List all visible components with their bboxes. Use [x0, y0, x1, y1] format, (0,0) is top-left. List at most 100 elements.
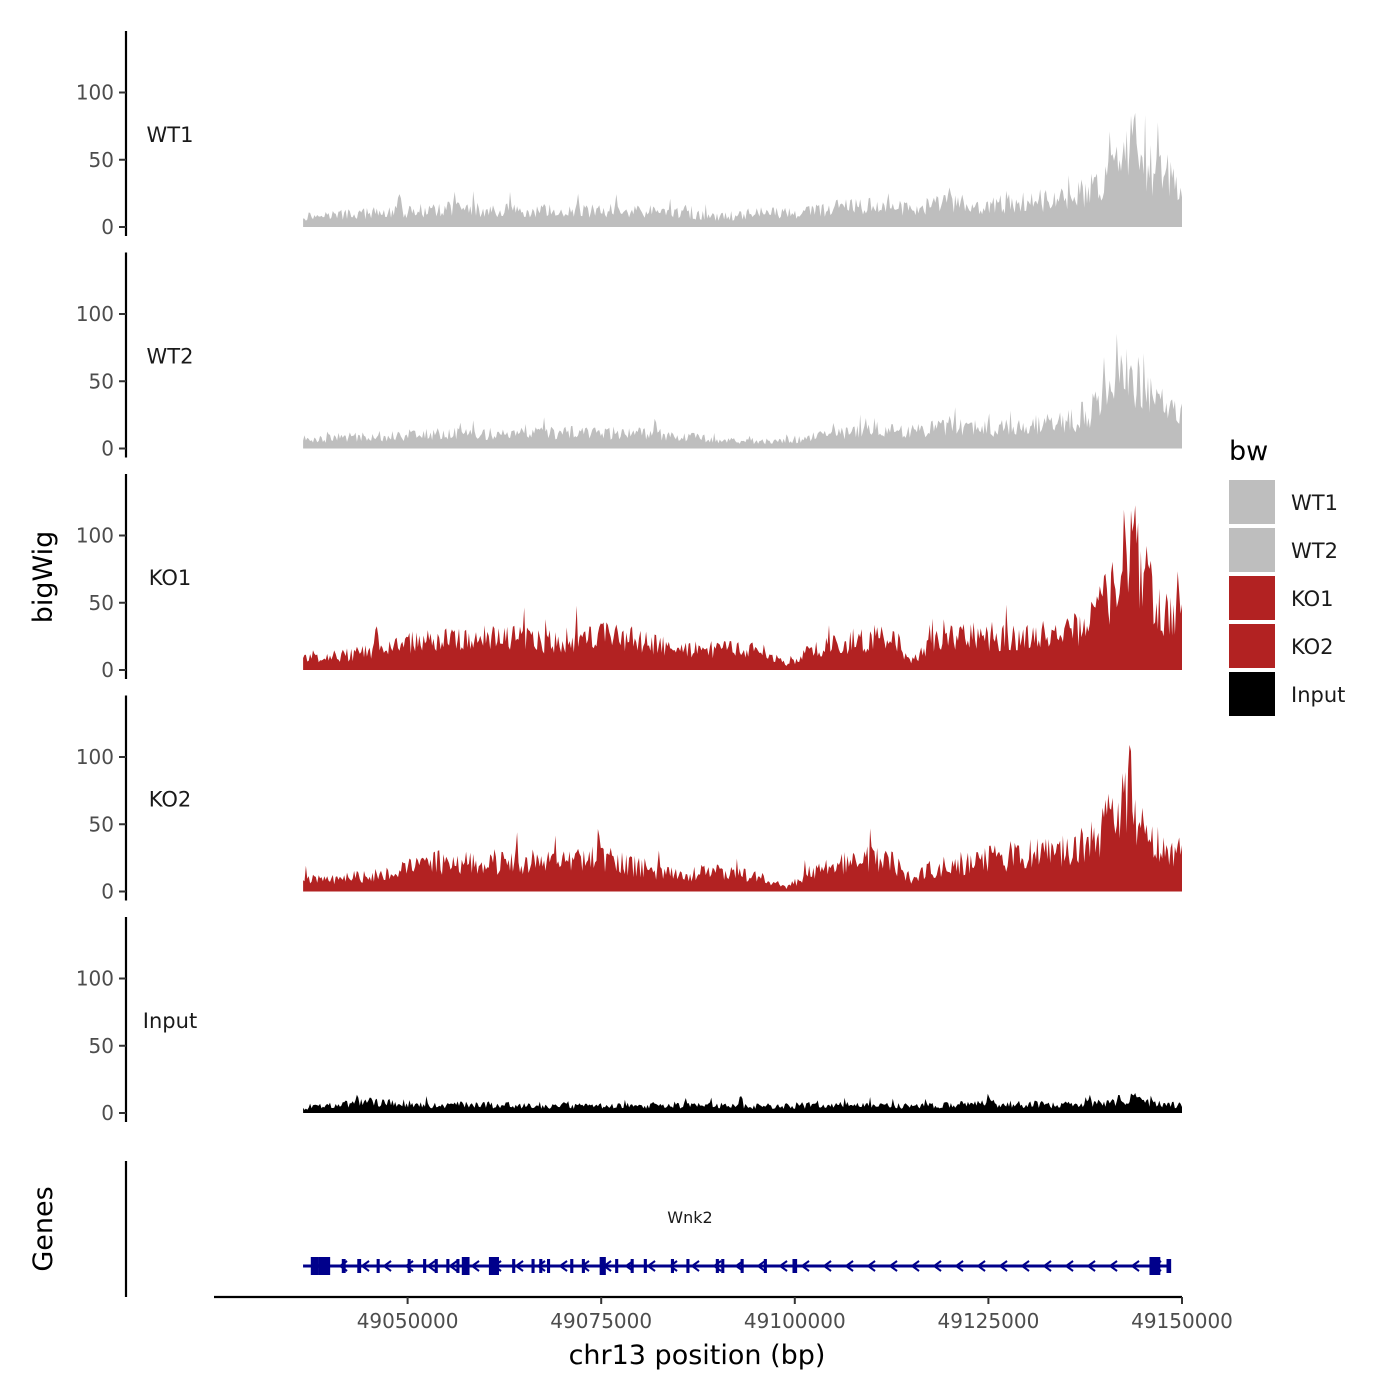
strand-arrow [426, 1260, 436, 1272]
strand-arrow [932, 1260, 942, 1272]
gene-exon [581, 1259, 585, 1273]
gene-exon [456, 1259, 460, 1273]
gene-exon [570, 1259, 574, 1273]
gene-exon [740, 1259, 744, 1273]
x-tick-label: 49075000 [550, 1309, 652, 1333]
legend-swatch-ko1 [1229, 576, 1275, 620]
gene-exon [434, 1259, 438, 1273]
gene-exon [615, 1259, 619, 1273]
gene-exon [763, 1259, 767, 1273]
gene-exon [461, 1257, 470, 1275]
legend-label-ko1: KO1 [1291, 587, 1334, 611]
strand-arrow [778, 1260, 788, 1272]
strand-arrow [1020, 1260, 1030, 1272]
y-tick-label: 50 [89, 812, 114, 836]
strand-arrow [668, 1260, 678, 1272]
strand-arrow [910, 1260, 920, 1272]
legend-label-ko2: KO2 [1291, 635, 1334, 659]
strand-arrow [976, 1260, 986, 1272]
strand-arrow [822, 1260, 832, 1272]
strand-arrow [866, 1260, 876, 1272]
strand-arrow [646, 1260, 656, 1272]
gene-exon [643, 1259, 647, 1273]
strand-arrow [800, 1260, 810, 1272]
strand-arrow [470, 1260, 480, 1272]
x-tick-label: 49100000 [744, 1309, 846, 1333]
y-tick-label: 100 [76, 967, 114, 991]
gene-exon [357, 1259, 362, 1273]
legend: bw WT1 WT2 KO1 KO2 Input [1229, 436, 1345, 716]
gene-exon [792, 1259, 798, 1273]
legend-swatch-ko2 [1229, 624, 1275, 668]
gene-exon [630, 1259, 634, 1273]
track-label: WT1 [147, 123, 194, 147]
track-ko2: 0 50 100 KO2 [76, 695, 1183, 904]
gene-exon [546, 1259, 551, 1273]
strand-arrow [690, 1260, 700, 1272]
gene-exon [512, 1259, 516, 1273]
track-wt1: 0 50 100 WT1 [76, 31, 1183, 239]
gene-exon [446, 1259, 450, 1273]
legend-label-input: Input [1291, 683, 1345, 707]
gene-exon [539, 1259, 543, 1273]
legend-label-wt1: WT1 [1291, 491, 1338, 515]
strand-arrow [954, 1260, 964, 1272]
coverage-area-ko1 [303, 505, 1183, 670]
coverage-tracks: 0 50 100 WT1 0 50 100 WT2 0 50 100 KO1 0 50 100 KO2 0 50 1… [76, 31, 1183, 1125]
gene-exon [318, 1257, 331, 1275]
coverage-area-wt1 [303, 112, 1183, 227]
y-tick-label: 50 [89, 148, 114, 172]
track-wt2: 0 50 100 WT2 [76, 252, 1183, 461]
legend-swatch-input [1229, 672, 1275, 716]
y-tick-label: 50 [89, 591, 114, 615]
coverage-area-wt2 [303, 333, 1183, 449]
y-tick-label: 0 [101, 658, 114, 682]
gene-exon [1166, 1259, 1172, 1273]
coverage-area-ko2 [303, 744, 1183, 892]
gene-exon [376, 1259, 380, 1273]
gene-exon [407, 1259, 411, 1273]
strand-arrow [756, 1260, 766, 1272]
gene-exon [1149, 1257, 1161, 1275]
gene-exon [423, 1259, 427, 1273]
gene-exon [686, 1259, 690, 1273]
coverage-area-input [303, 1093, 1183, 1113]
genes-axis-title: Genes [28, 1186, 59, 1271]
y-tick-label: 0 [101, 880, 114, 904]
strand-arrow [382, 1260, 392, 1272]
strand-arrow [888, 1260, 898, 1272]
strand-arrow [1130, 1260, 1140, 1272]
strand-arrow [1064, 1260, 1074, 1272]
legend-label-wt2: WT2 [1291, 539, 1338, 563]
y-tick-label: 100 [76, 81, 114, 105]
strand-arrow [558, 1260, 568, 1272]
strand-arrow [536, 1260, 546, 1272]
strand-arrow [1108, 1260, 1118, 1272]
x-tick-label: 49125000 [938, 1309, 1040, 1333]
y-tick-label: 100 [76, 524, 114, 548]
y-tick-label: 0 [101, 437, 114, 461]
x-tick-label: 49050000 [357, 1309, 459, 1333]
y-tick-label: 0 [101, 215, 114, 239]
track-label: KO1 [149, 566, 192, 590]
y-tick-label: 0 [101, 1101, 114, 1125]
gene-exon [488, 1257, 499, 1275]
track-ko1: 0 50 100 KO1 [76, 474, 1183, 682]
gene-exon [715, 1259, 719, 1273]
x-tick-label: 49150000 [1131, 1309, 1233, 1333]
gene-exon [670, 1259, 674, 1273]
gene-exon [599, 1257, 606, 1275]
strand-arrow [514, 1260, 524, 1272]
strand-arrow [1086, 1260, 1096, 1272]
strand-arrow [360, 1260, 370, 1272]
gene-name-label: Wnk2 [667, 1208, 712, 1227]
x-axis-title: chr13 position (bp) [569, 1340, 826, 1371]
strand-arrow [404, 1260, 414, 1272]
legend-swatch-wt2 [1229, 528, 1275, 572]
y-tick-label: 100 [76, 745, 114, 769]
track-label: Input [143, 1009, 197, 1033]
y-tick-label: 100 [76, 302, 114, 326]
track-input: 0 50 100 Input [76, 917, 1183, 1125]
legend-swatch-wt1 [1229, 480, 1275, 524]
